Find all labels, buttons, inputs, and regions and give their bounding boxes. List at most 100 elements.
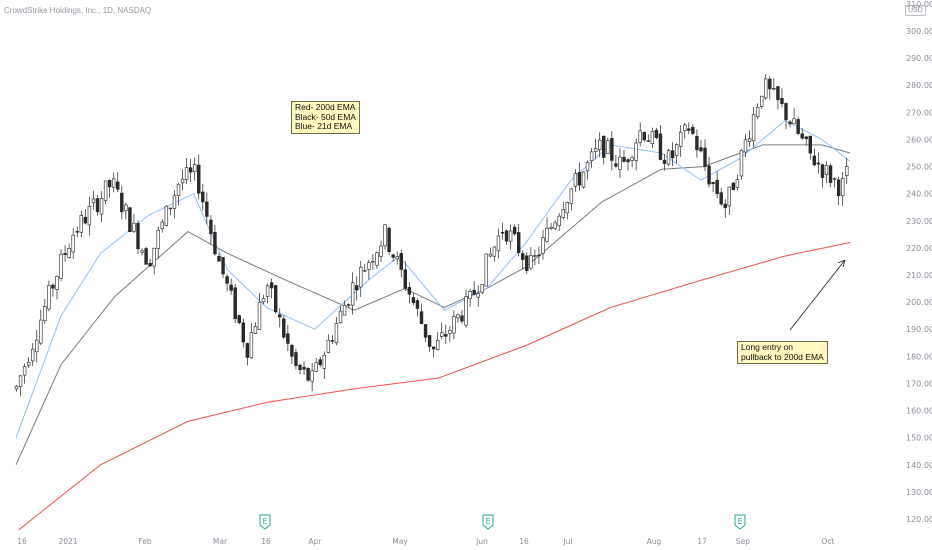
candle-up: [735, 179, 740, 188]
candle-up: [824, 165, 829, 175]
y-tick-label: 260.00: [906, 135, 932, 144]
candle-down: [800, 133, 804, 139]
candle-up: [666, 150, 671, 165]
candle-up: [265, 285, 270, 297]
candle-up: [565, 202, 570, 214]
candle-down: [504, 230, 509, 242]
earnings-marker[interactable]: E: [259, 514, 271, 530]
candle-up: [35, 339, 39, 353]
candle-up: [152, 247, 156, 267]
earnings-marker[interactable]: E: [482, 514, 494, 530]
candle-up: [606, 140, 610, 154]
candle-up: [480, 284, 484, 293]
candle-up: [597, 139, 602, 150]
candle-down: [768, 78, 772, 90]
candle-up: [435, 339, 440, 350]
candle-up: [184, 167, 189, 180]
candle-down: [642, 132, 646, 141]
candle-up: [47, 285, 51, 310]
y-tick-label: 130.00: [906, 488, 932, 497]
candle-up: [759, 95, 764, 107]
candle-up: [492, 246, 497, 257]
candle-up: [22, 366, 27, 376]
candle-up: [310, 370, 314, 382]
candle-layer: [14, 74, 849, 397]
axis-layer: 310.00 300.00 290.00 280.00 270.00 260.00 250.…: [17, 0, 932, 546]
candle-down: [602, 135, 606, 158]
candle-up: [379, 245, 383, 257]
candle-down: [128, 207, 132, 233]
candle-up: [569, 188, 574, 205]
candle-down: [699, 147, 703, 152]
candle-down: [707, 165, 711, 185]
x-tick-label: Sep: [736, 537, 750, 546]
candle-down: [318, 359, 322, 365]
candle-up: [674, 144, 679, 156]
candle-up: [464, 296, 468, 326]
candle-down: [500, 232, 505, 234]
candle-up: [638, 130, 642, 143]
candle-down: [294, 352, 298, 366]
candle-up: [678, 131, 683, 147]
candle-up: [630, 157, 634, 161]
candle-down: [282, 318, 286, 338]
candle-up: [541, 237, 545, 254]
candle-down: [197, 164, 201, 194]
candle-up: [30, 348, 35, 362]
candle-up: [338, 310, 343, 324]
candle-up: [326, 339, 331, 353]
candle-down: [419, 311, 424, 324]
candle-up: [529, 254, 533, 269]
candle-down: [662, 159, 667, 164]
candle-down: [229, 284, 233, 291]
candle-down: [784, 103, 788, 121]
candle-up: [132, 222, 136, 232]
y-tick-label: 250.00: [906, 163, 932, 172]
y-tick-label: 120.00: [906, 515, 932, 524]
candle-down: [577, 172, 582, 186]
y-tick-label: 180.00: [906, 352, 932, 361]
candle-down: [225, 276, 229, 284]
candle-up: [164, 205, 169, 226]
earnings-marker[interactable]: E: [734, 514, 746, 530]
candle-down: [63, 253, 67, 255]
candle-up: [739, 149, 744, 177]
y-tick-label: 160.00: [906, 407, 932, 416]
currency-label: USD: [905, 5, 926, 16]
candle-down: [525, 255, 529, 272]
candle-down: [521, 253, 525, 260]
candle-down: [286, 333, 290, 344]
candle-up: [484, 253, 488, 287]
candle-up: [257, 301, 262, 330]
candle-up: [103, 180, 108, 201]
candle-down: [403, 269, 407, 289]
x-tick-label: 16: [17, 537, 27, 546]
candle-down: [245, 343, 250, 358]
candle-down: [120, 192, 124, 213]
candle-down: [148, 263, 152, 267]
y-tick-label: 280.00: [906, 81, 932, 90]
y-tick-label: 190.00: [906, 325, 932, 334]
candle-down: [221, 257, 225, 275]
legend-black-ema: Black- 50d EMA: [295, 111, 356, 122]
candle-up: [440, 332, 444, 337]
candle-up: [557, 215, 561, 227]
candle-up: [91, 198, 96, 204]
x-tick-label: 16: [261, 537, 271, 546]
candle-down: [233, 287, 237, 320]
candle-up: [832, 178, 837, 180]
y-tick-label: 230.00: [906, 217, 932, 226]
candle-down: [415, 300, 420, 309]
candle-up: [840, 178, 845, 197]
candle-down: [427, 335, 432, 347]
candle-down: [306, 368, 310, 381]
candle-up: [363, 270, 367, 272]
candle-down: [719, 192, 723, 205]
candle-up: [140, 250, 144, 253]
candle-up: [456, 314, 460, 319]
candle-down: [516, 232, 521, 253]
legend-red-ema: Red- 200d EMA: [295, 102, 356, 112]
candle-down: [411, 297, 416, 304]
candle-up: [342, 305, 347, 316]
